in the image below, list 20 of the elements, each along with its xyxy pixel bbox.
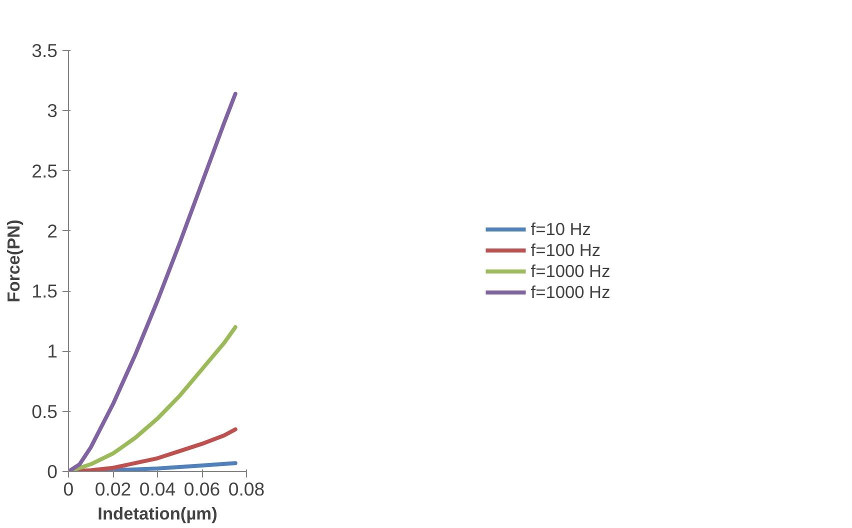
- y-axis-title: Force(PN): [4, 220, 24, 302]
- legend-label: f=10 Hz: [530, 218, 591, 240]
- y-tick-label: 1.5: [32, 280, 58, 302]
- legend-label: f=1000 Hz: [530, 282, 610, 302]
- x-tick-label: 0.04: [139, 478, 176, 500]
- x-axis-title: Indetation(µm): [98, 504, 218, 524]
- x-tick-label: 0: [63, 478, 74, 500]
- y-tick-label: 0.5: [32, 400, 58, 422]
- y-tick-label: 3: [47, 100, 58, 122]
- y-tick-label: 1: [47, 340, 58, 362]
- y-tick-label: 0: [47, 461, 58, 482]
- x-tick-label: 0.06: [184, 478, 220, 500]
- y-tick-label: 2.5: [32, 160, 58, 182]
- legend-label: f=1000 Hz: [530, 260, 610, 282]
- x-tick-label: 0.02: [94, 478, 132, 500]
- y-tick-label: 3.5: [32, 40, 58, 61]
- y-tick-label: 2: [47, 220, 58, 242]
- legend-label: f=100 Hz: [530, 240, 601, 260]
- x-tick-label: 0.08: [228, 478, 265, 500]
- line-series: [68, 92, 238, 472]
